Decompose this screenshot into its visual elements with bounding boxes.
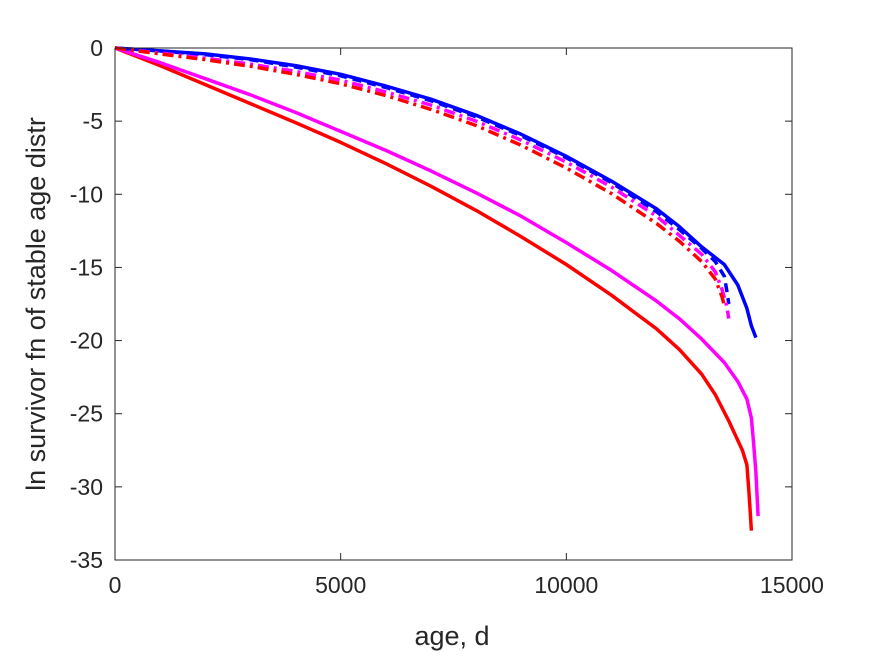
x-tick-label: 10000 <box>534 572 598 598</box>
y-axis-label: ln survivor fn of stable age distr <box>21 117 51 491</box>
series-line-4 <box>114 46 731 305</box>
series-line-1 <box>114 46 754 531</box>
axes-box <box>114 47 793 561</box>
y-tick-label: -15 <box>70 254 103 280</box>
y-tick-label: -35 <box>70 547 103 573</box>
ticks: 0 5000 10000 15000 0 -5 -10 -15 -20 -25 -30 -35 <box>70 35 824 598</box>
series-line-2 <box>114 46 760 517</box>
axes-frame <box>114 47 793 561</box>
y-tick-label: -5 <box>83 108 103 134</box>
x-tick-label: 15000 <box>760 572 824 598</box>
x-tick-label: 0 <box>109 572 122 598</box>
x-tick-label: 5000 <box>315 572 366 598</box>
y-tick-label: -20 <box>70 328 103 354</box>
series-layer <box>114 46 760 531</box>
y-tick-label: 0 <box>90 35 103 61</box>
y-tick-label: -30 <box>70 474 103 500</box>
y-tick-label: -25 <box>70 401 103 427</box>
y-tick-label: -10 <box>70 181 103 207</box>
series-line-6 <box>114 46 726 306</box>
series-line-5 <box>114 46 731 319</box>
x-axis-label: age, d <box>414 621 489 651</box>
